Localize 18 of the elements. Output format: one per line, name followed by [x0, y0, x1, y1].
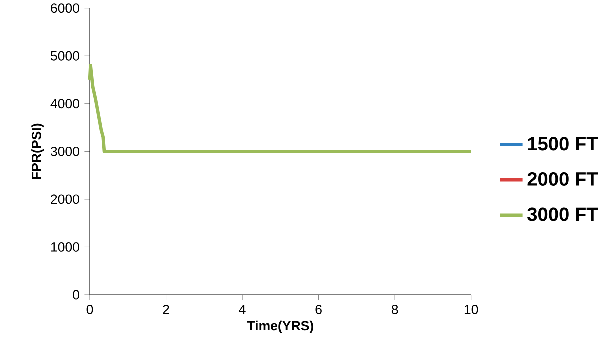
- x-tick-label: 6: [316, 305, 322, 314]
- y-tick-label: 4000: [50, 99, 80, 109]
- y-tick-label: 5000: [50, 51, 80, 61]
- y-tick-label: 6000: [51, 4, 80, 14]
- y-tick-label: 0: [73, 290, 80, 300]
- y-tick-label: 2000: [51, 194, 80, 204]
- y-axis-title: FPR(PSI): [32, 124, 44, 180]
- x-tick-label: 8: [392, 305, 398, 314]
- x-tick-label: 2: [163, 305, 170, 314]
- y-tick-label: 3000: [50, 146, 80, 156]
- legend-label: 1500 FT: [528, 137, 598, 151]
- y-tick-label: 1000: [51, 242, 80, 252]
- legend-label: 2000 FT: [528, 172, 598, 186]
- x-tick-label: 10: [464, 305, 478, 314]
- x-tick-label: 0: [86, 305, 94, 314]
- x-axis-title: Time(YRS): [247, 320, 314, 334]
- x-tick-label: 4: [239, 305, 246, 314]
- legend-label: 3000 FT: [528, 208, 598, 222]
